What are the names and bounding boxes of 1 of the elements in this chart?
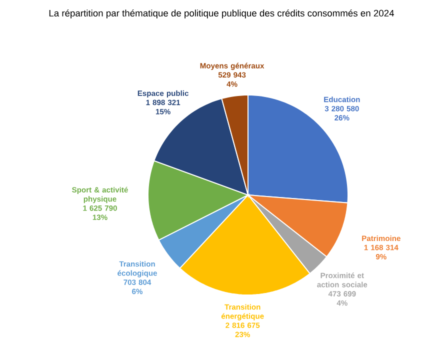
chart-title: La répartition par thématique de politique publique des crédits consommés en 2024 (49, 10, 394, 18)
